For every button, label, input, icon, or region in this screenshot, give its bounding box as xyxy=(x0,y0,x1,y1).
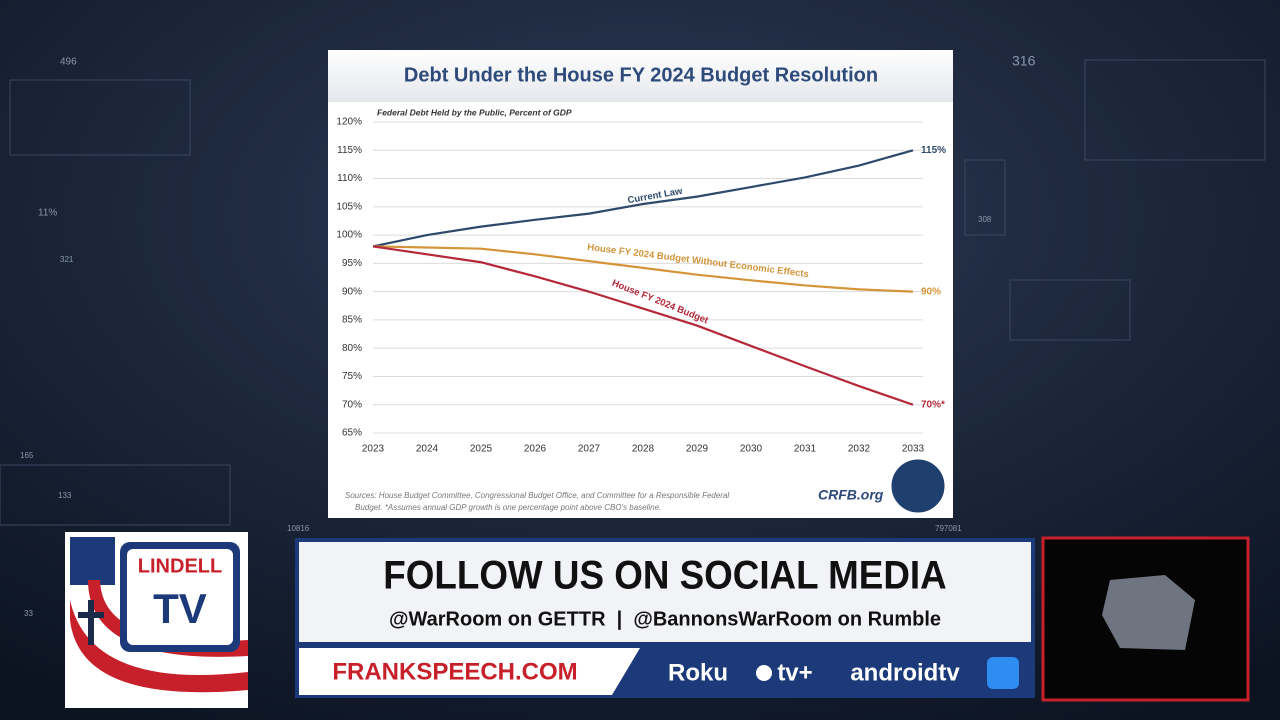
bg-label: 165 xyxy=(20,451,34,460)
video-shape xyxy=(1102,575,1195,650)
y-tick-label: 115% xyxy=(337,145,362,156)
y-tick-label: 70% xyxy=(342,399,362,410)
bg-label: 11% xyxy=(38,208,57,219)
y-tick-label: 75% xyxy=(342,371,362,382)
end-label: 70%* xyxy=(921,399,945,410)
brand: CRFB.org xyxy=(818,487,884,503)
source-note: Budget. *Assumes annual GDP growth is on… xyxy=(355,503,661,512)
y-tick-label: 95% xyxy=(342,258,362,269)
x-tick-label: 2027 xyxy=(578,444,601,455)
platform: Roku xyxy=(668,659,728,686)
bg-label: 308 xyxy=(978,215,992,224)
x-tick-label: 2032 xyxy=(848,444,871,455)
series-line xyxy=(372,245,914,406)
bg-label: 797081 xyxy=(935,524,962,533)
x-tick-label: 2023 xyxy=(362,444,385,455)
banner-headline: FOLLOW US ON SOCIAL MEDIA xyxy=(383,553,946,598)
banner-handles: @WarRoom on GETTR | @BannonsWarRoom on R… xyxy=(389,608,941,630)
x-tick-label: 2030 xyxy=(740,444,763,455)
y-tick-label: 85% xyxy=(342,315,362,326)
site-strip xyxy=(299,648,640,695)
y-tick-label: 100% xyxy=(336,230,362,241)
x-tick-label: 2031 xyxy=(794,444,817,455)
y-tick-label: 110% xyxy=(337,173,362,184)
bg-label: 316 xyxy=(1012,53,1036,69)
appstore-icon xyxy=(987,657,1019,689)
y-tick-label: 120% xyxy=(336,117,362,128)
bg-label: 33 xyxy=(24,609,33,618)
title-band xyxy=(328,50,953,102)
logo-bottom: TV xyxy=(153,585,207,632)
x-tick-label: 2026 xyxy=(524,444,547,455)
series-line xyxy=(372,149,914,248)
bg-label: 496 xyxy=(60,57,77,68)
y-tick-label: 90% xyxy=(342,286,362,297)
x-tick-label: 2025 xyxy=(470,444,493,455)
background-grid xyxy=(0,59,1266,526)
x-tick-label: 2024 xyxy=(416,444,439,455)
brand-seal xyxy=(888,456,948,516)
background-labels: 496 316 11% 321 308 165 133 33 10816 797… xyxy=(20,53,1036,618)
y-tick-label: 80% xyxy=(342,343,362,354)
x-tick-label: 2029 xyxy=(686,444,709,455)
end-label: 90% xyxy=(921,286,941,297)
bg-label: 10816 xyxy=(287,524,310,533)
platform: tv+ xyxy=(777,659,812,686)
bg-label: 133 xyxy=(58,491,72,500)
chart-panel xyxy=(328,50,953,518)
x-tick-label: 2028 xyxy=(632,444,655,455)
apple-icon xyxy=(756,665,772,681)
chart-subtitle: Federal Debt Held by the Public, Percent… xyxy=(377,107,572,117)
logo: LINDELL TV xyxy=(65,532,248,708)
chart-title: Debt Under the House FY 2024 Budget Reso… xyxy=(404,64,878,86)
source-note: Sources: House Budget Committee, Congres… xyxy=(345,491,729,500)
series-line xyxy=(372,245,914,293)
x-tick-label: 2033 xyxy=(902,444,925,455)
logo-top: LINDELL xyxy=(138,555,222,577)
banner xyxy=(299,542,1031,642)
end-label: 115% xyxy=(921,145,946,156)
platform: androidtv xyxy=(850,659,960,686)
y-tick-label: 65% xyxy=(342,428,362,439)
site: FRANKSPEECH.COM xyxy=(332,658,577,685)
y-tick-label: 105% xyxy=(336,201,362,212)
bg-label: 321 xyxy=(60,255,74,264)
